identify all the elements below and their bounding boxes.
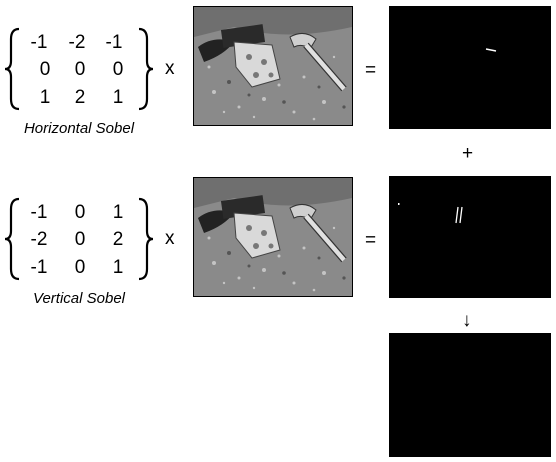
hammer-photo [194, 178, 352, 296]
matrix-cell: -1 [30, 202, 48, 223]
right-brace-icon [138, 27, 154, 111]
hammer-photo [194, 7, 352, 125]
left-brace-icon [4, 27, 20, 111]
multiply-sign: x [165, 228, 175, 249]
matrix-cell: 0 [39, 59, 51, 80]
matrix-cell: 0 [112, 59, 124, 80]
matrix-cell: -1 [30, 257, 48, 278]
matrix-cell: 0 [74, 229, 86, 250]
matrix-cell: -2 [30, 229, 48, 250]
matrix-cell: 1 [112, 202, 124, 223]
horizontal-sobel-caption: Horizontal Sobel [23, 120, 135, 137]
horizontal-sobel-matrix: -1 -2 -1 0 0 0 1 2 1 [4, 27, 154, 111]
vertical-sobel-matrix: -1 0 1 -2 0 2 -1 0 1 [4, 197, 154, 281]
matrix-cell: 1 [112, 257, 124, 278]
matrix-cell: 1 [39, 87, 51, 108]
left-brace-icon [4, 197, 20, 281]
down-arrow-icon: ↓ [462, 310, 472, 331]
input-photo-bottom [193, 177, 353, 297]
horizontal-edge-output [389, 6, 551, 129]
equals-sign: = [365, 60, 377, 81]
combined-edge-output [389, 333, 551, 457]
matrix-cell: 1 [112, 87, 124, 108]
matrix-cell: 0 [74, 59, 86, 80]
input-photo-top [193, 6, 353, 126]
right-brace-icon [138, 197, 154, 281]
vertical-sobel-caption: Vertical Sobel [33, 290, 125, 307]
vertical-edge-output [389, 176, 551, 298]
equals-sign: = [365, 230, 377, 251]
matrix-cell: -1 [30, 32, 48, 53]
matrix-cell: 0 [74, 202, 86, 223]
matrix-cell: 0 [74, 257, 86, 278]
matrix-cell: -2 [68, 32, 86, 53]
matrix-cell: -1 [105, 32, 123, 53]
edge-marks [485, 48, 497, 52]
matrix-cell: 2 [74, 87, 86, 108]
multiply-sign: x [165, 58, 175, 79]
plus-sign: + [462, 143, 474, 164]
matrix-cell: 2 [112, 229, 124, 250]
edge-marks [398, 203, 463, 224]
